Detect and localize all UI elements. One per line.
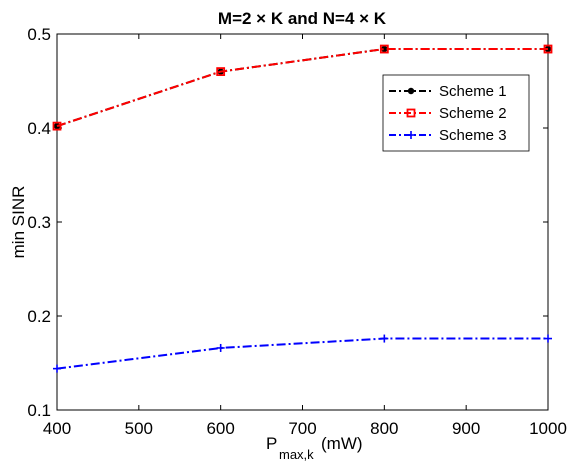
x-tick-label: 1000 bbox=[529, 419, 567, 438]
x-tick-label: 800 bbox=[370, 419, 398, 438]
data-point bbox=[53, 364, 61, 373]
series-scheme-3 bbox=[53, 334, 552, 373]
x-axis-label-subscript: max,k bbox=[279, 447, 314, 462]
data-point bbox=[216, 67, 226, 76]
data-point bbox=[543, 44, 553, 54]
legend-label: Scheme 1 bbox=[439, 83, 507, 100]
series-scheme-2 bbox=[52, 44, 553, 131]
series-line bbox=[56, 48, 548, 128]
data-point bbox=[407, 131, 415, 139]
legend: Scheme 1 Scheme 2 Scheme 3 bbox=[382, 74, 530, 152]
y-tick-label: 0.3 bbox=[27, 213, 51, 232]
y-tick-label: 0.2 bbox=[27, 307, 51, 326]
data-point bbox=[544, 334, 552, 343]
x-tick-label: 400 bbox=[43, 419, 71, 438]
data-point bbox=[380, 334, 389, 343]
data-point bbox=[407, 87, 415, 95]
legend-label: Scheme 2 bbox=[439, 105, 507, 122]
x-axis-label-unit: (mW) bbox=[321, 434, 363, 453]
legend-item: Scheme 3 bbox=[389, 127, 507, 144]
data-point bbox=[406, 108, 416, 118]
series-layer bbox=[52, 44, 553, 373]
data-point bbox=[52, 121, 62, 131]
x-axis-label-main: P bbox=[266, 434, 277, 453]
legend-label: Scheme 3 bbox=[439, 127, 507, 144]
y-axis-label: min SINR bbox=[9, 186, 28, 259]
chart-title: M=2 × K and N=4 × K bbox=[218, 9, 387, 28]
y-tick-label: 0.5 bbox=[27, 25, 51, 44]
ticks: 400 500 600 700 800 900 1000 0.1 0.2 0.3 0.4 0.5 bbox=[27, 25, 567, 438]
x-tick-label: 600 bbox=[206, 419, 234, 438]
y-tick-label: 0.4 bbox=[27, 119, 51, 138]
x-tick-label: 500 bbox=[125, 419, 153, 438]
data-point bbox=[381, 45, 388, 53]
x-tick-label: 900 bbox=[452, 419, 480, 438]
series-line bbox=[56, 337, 548, 370]
legend-item: Scheme 1 bbox=[389, 83, 507, 100]
data-point bbox=[216, 343, 225, 352]
x-axis-label: P max,k (mW) bbox=[266, 434, 363, 462]
data-point bbox=[379, 44, 389, 54]
x-tick-label: 700 bbox=[288, 419, 316, 438]
data-point bbox=[53, 122, 61, 130]
y-tick-label: 0.1 bbox=[27, 401, 51, 420]
legend-item: Scheme 2 bbox=[389, 105, 507, 122]
